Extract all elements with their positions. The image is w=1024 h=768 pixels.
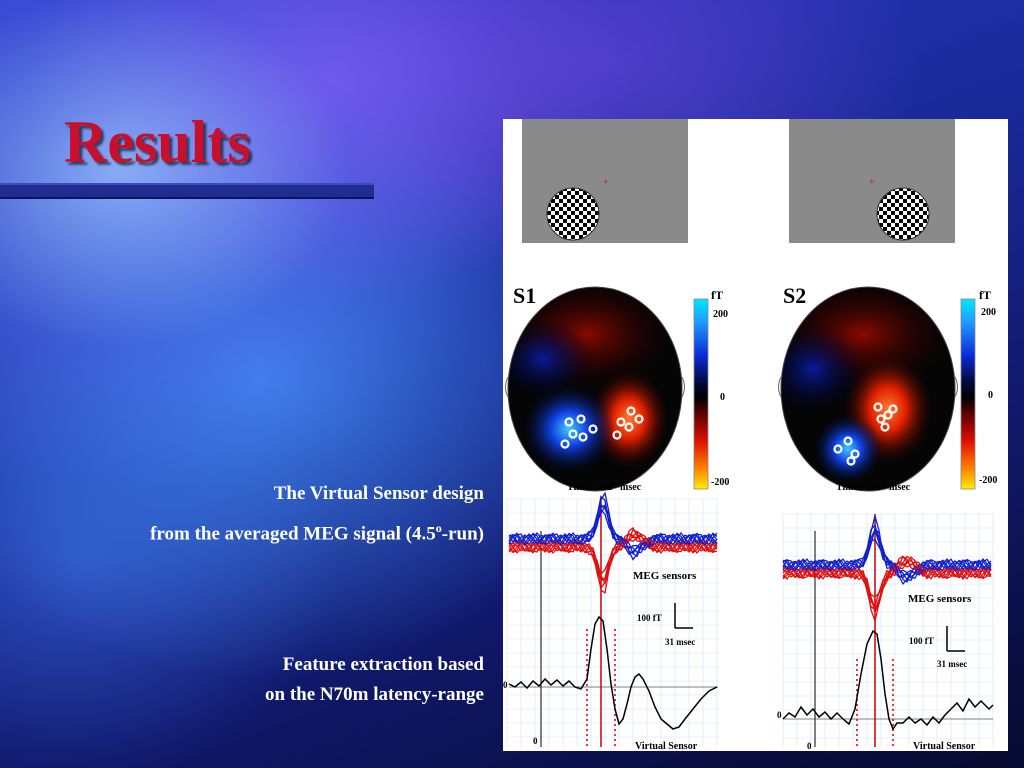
meg-sensor-traces-s1	[508, 491, 718, 595]
time-value-s1: 62	[602, 482, 612, 493]
meg-trace-blue	[782, 530, 992, 582]
degree-superscript: o	[435, 521, 442, 535]
meg-trace-blue	[782, 527, 992, 583]
caption-virtual-sensor-line1: The Virtual Sensor design	[273, 483, 484, 504]
meg-sensors-label-s2: MEG sensors	[908, 593, 972, 605]
field-map-s2	[778, 286, 958, 492]
scale-amp-s1: 100 fT	[637, 613, 662, 623]
meg-trace-red	[508, 530, 718, 580]
meg-sensor-traces-s2	[782, 513, 992, 624]
field-map-s1	[505, 286, 685, 492]
scale-bar-s2	[946, 626, 965, 652]
meg-sensors-label-s1: MEG sensors	[633, 570, 697, 582]
caption-line2-suffix: -run)	[441, 523, 484, 545]
meg-trace-red	[782, 555, 992, 609]
title-underline	[0, 183, 374, 199]
scale-bar-s1	[674, 603, 693, 629]
caption-feature-line1: Feature extraction based	[282, 654, 484, 675]
colorbar-s2	[960, 298, 976, 490]
colorbar-mid-s2: 0	[988, 390, 993, 401]
zero-y-label-s2: 0	[777, 710, 782, 720]
stimulus-panel-left: +	[522, 119, 688, 243]
virtual-sensor-label-s2: Virtual Sensor	[913, 741, 976, 751]
time-label-s1: Time:	[567, 482, 592, 493]
caption-feature-line2: on the N70m latency-range	[265, 684, 484, 705]
colorbar-min-s2: -200	[979, 475, 997, 486]
time-unit-s2: msec	[889, 482, 911, 493]
colorbar-s1	[693, 298, 709, 490]
colorbar-unit-s2: fT	[979, 288, 991, 302]
caption-virtual-sensor-line2: from the averaged MEG signal (4.5o-run)	[150, 521, 484, 545]
caption-line2-prefix: from the averaged MEG signal (4.5	[150, 523, 436, 545]
colorbar-max-s2: 200	[981, 307, 996, 318]
colorbar-mid-s1: 0	[720, 392, 725, 403]
meg-trace-blue	[782, 524, 992, 579]
slide-title: Results	[64, 109, 251, 175]
subject-label-s2: S2	[783, 283, 806, 308]
svg-text:+: +	[603, 177, 609, 188]
zero-y-label-s1: 0	[503, 680, 508, 690]
meg-trace-blue	[508, 491, 718, 561]
meg-trace-blue	[508, 505, 718, 558]
colorbar-max-s1: 200	[713, 309, 728, 320]
scale-amp-s2: 100 fT	[909, 636, 934, 646]
time-unit-s1: msec	[620, 482, 642, 493]
virtual-sensor-trace-s2	[782, 629, 994, 731]
subject-label-s1: S1	[513, 283, 536, 308]
scale-time-s2: 31 msec	[937, 659, 967, 669]
caption-feature-extraction: Feature extraction based on the N70m lat…	[265, 650, 484, 710]
virtual-sensor-trace-s1	[508, 615, 718, 730]
svg-text:+: +	[869, 177, 875, 188]
zero-x-label-s2: 0	[807, 741, 812, 751]
meg-trace-blue	[782, 513, 992, 586]
colorbar-unit-s1: fT	[711, 288, 723, 302]
waveform-axes-s1	[509, 499, 718, 747]
colorbar-min-s1: -200	[711, 477, 729, 488]
time-value-s2: 61	[871, 482, 881, 493]
scale-time-s1: 31 msec	[665, 637, 695, 647]
meg-trace-red	[782, 556, 992, 611]
virtual-sensor-markers-s1	[560, 406, 644, 449]
virtual-sensor-markers-s2	[833, 402, 898, 466]
virtual-sensor-label-s1: Virtual Sensor	[635, 741, 698, 751]
meg-results-figure: + +	[503, 119, 1008, 751]
stimulus-panel-right: +	[789, 119, 955, 243]
zero-x-label-s1: 0	[533, 736, 538, 746]
time-label-s2: Time:	[836, 482, 861, 493]
